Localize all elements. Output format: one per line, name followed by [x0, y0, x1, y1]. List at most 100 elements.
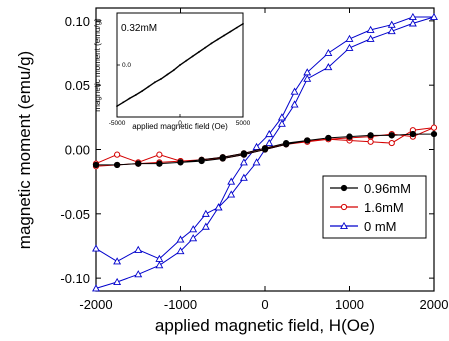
inset-data-point	[122, 101, 125, 104]
legend-marker	[340, 184, 348, 192]
data-point	[219, 154, 226, 161]
data-point	[201, 222, 210, 230]
inset-data-point	[242, 22, 244, 25]
data-point	[177, 159, 184, 166]
data-point	[239, 158, 248, 166]
data-point	[346, 133, 353, 140]
data-point	[135, 160, 142, 167]
data-point	[345, 43, 354, 51]
data-point	[92, 284, 100, 292]
inset-data-point	[147, 85, 150, 88]
inset-y-tick-label: 0.0	[122, 62, 131, 69]
inset-data-point	[223, 34, 226, 37]
data-point	[388, 139, 395, 147]
inset-x-tick-label: 0	[178, 120, 182, 127]
data-point	[176, 235, 185, 243]
data-point	[290, 87, 299, 95]
series-0.96mm	[92, 130, 438, 169]
data-point	[239, 173, 248, 181]
data-point	[214, 203, 223, 211]
inset-x-tick-label: 5000	[236, 120, 251, 127]
main-plot-series	[92, 12, 438, 292]
data-point	[388, 132, 395, 139]
main-x-axis-title: applied magnetic field, H(Oe)	[155, 316, 375, 335]
y-tick-label: -0.10	[60, 271, 90, 286]
inset-data-point	[166, 73, 169, 76]
data-point	[408, 12, 417, 21]
data-point	[265, 129, 274, 138]
data-point	[198, 156, 205, 163]
inset-data-point	[235, 26, 238, 29]
legend-label: 0 mM	[364, 219, 397, 234]
data-point	[367, 138, 374, 145]
data-point	[283, 139, 290, 147]
inset-data-point	[179, 64, 181, 66]
inset-data-point	[153, 81, 156, 84]
data-point	[290, 100, 299, 108]
data-point	[367, 132, 374, 139]
data-point	[325, 134, 332, 142]
data-point	[430, 130, 438, 138]
data-point	[430, 124, 438, 131]
data-point	[155, 261, 164, 269]
inset-data-point	[116, 105, 118, 108]
inset-x-axis-title: applied magnetic field (Oe)	[132, 122, 228, 131]
data-point	[134, 270, 143, 278]
data-point	[189, 225, 198, 233]
inset-data-point	[172, 69, 175, 72]
data-point	[324, 48, 333, 57]
data-point	[304, 137, 311, 144]
inset-data-point	[229, 30, 232, 33]
data-point	[387, 20, 396, 28]
inset-data-point	[185, 59, 188, 62]
series-line	[96, 133, 434, 166]
data-point	[366, 25, 375, 33]
data-point	[176, 246, 185, 255]
y-tick-label: -0.05	[60, 207, 90, 222]
data-point	[303, 68, 312, 76]
data-point	[252, 142, 261, 150]
legend-marker	[340, 203, 348, 211]
data-point	[409, 130, 416, 138]
data-point	[430, 12, 438, 21]
y-tick-label: 0.05	[65, 78, 90, 93]
x-tick-label: -1000	[164, 297, 197, 312]
inset-x-tick-label: -5000	[109, 120, 126, 127]
data-point	[114, 151, 121, 158]
data-point	[134, 245, 143, 253]
data-point	[189, 234, 198, 242]
data-point	[261, 145, 269, 152]
data-point	[252, 158, 261, 166]
inset-y-axis-title: magnetic moment (emu/g)	[93, 18, 102, 112]
data-point	[265, 138, 274, 147]
x-tick-label: 0	[261, 297, 268, 312]
legend-entries: 0.96mM 1.6mM 0 mM	[330, 181, 411, 234]
data-point	[201, 209, 210, 217]
x-tick-label: 2000	[420, 297, 449, 312]
data-point	[227, 177, 236, 185]
inset-axis-ticks: -5000 0 5000 0.0	[109, 62, 251, 127]
y-tick-label: 0.00	[65, 143, 90, 158]
data-point	[277, 119, 286, 127]
inset-data-point	[191, 55, 194, 58]
data-point	[227, 190, 236, 198]
inset-annotation: 0.32mM	[121, 23, 157, 34]
main-axis-ticks: -2000 -1000 0 1000 2000-0.10-0.050.000.050.1…	[60, 8, 448, 312]
x-tick-label: 1000	[335, 297, 364, 312]
data-point	[114, 161, 121, 169]
legend-marker	[340, 221, 348, 230]
inset-data-point	[210, 42, 213, 45]
data-point	[92, 244, 100, 252]
data-point	[92, 161, 100, 169]
inset-data-point	[198, 51, 200, 53]
series-0mm	[92, 12, 438, 292]
x-tick-label: -2000	[79, 297, 112, 312]
data-point	[156, 160, 163, 167]
inset-data-point	[160, 77, 163, 80]
data-point	[408, 19, 417, 27]
data-point	[113, 277, 122, 286]
data-point	[113, 257, 122, 265]
data-point	[324, 63, 333, 71]
legend: 0.96mM 1.6mM 0 mM	[322, 175, 427, 239]
